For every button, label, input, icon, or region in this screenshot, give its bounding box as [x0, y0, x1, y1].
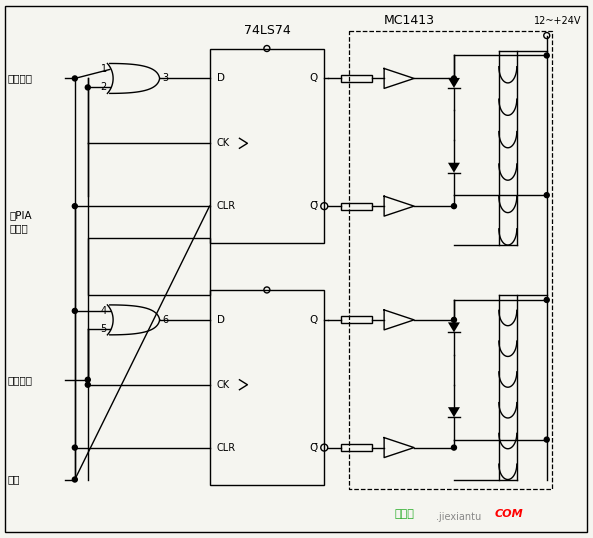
Text: D: D [216, 74, 225, 83]
Text: 6: 6 [162, 315, 169, 325]
Circle shape [544, 193, 549, 197]
Text: CLR: CLR [216, 443, 235, 452]
Circle shape [544, 298, 549, 302]
Text: 方向控制: 方向控制 [8, 74, 33, 83]
Circle shape [451, 445, 457, 450]
Text: 3: 3 [162, 74, 169, 83]
Circle shape [72, 308, 77, 314]
Text: CLR: CLR [216, 201, 235, 211]
Text: .jiexiantu: .jiexiantu [436, 512, 482, 522]
Bar [341, 444, 372, 451]
Text: 的入口: 的入口 [10, 223, 28, 233]
Circle shape [451, 317, 457, 322]
Text: 4: 4 [101, 306, 107, 316]
Circle shape [85, 85, 90, 90]
Polygon shape [448, 162, 460, 173]
Text: Q̅: Q̅ [309, 201, 317, 211]
Circle shape [72, 204, 77, 209]
Text: 2: 2 [100, 82, 107, 93]
Circle shape [451, 204, 457, 209]
Text: 74LS74: 74LS74 [244, 24, 291, 37]
Circle shape [85, 377, 90, 382]
Circle shape [72, 477, 77, 482]
Bar [341, 75, 372, 82]
Circle shape [544, 53, 549, 58]
Circle shape [85, 382, 90, 387]
Text: D: D [216, 315, 225, 325]
Text: 至PIA: 至PIA [10, 210, 33, 220]
Polygon shape [448, 78, 460, 88]
Text: 极客圈: 极客圈 [394, 509, 414, 519]
Text: 12~+24V: 12~+24V [534, 16, 581, 26]
Bar [88, 238, 209, 295]
Bar [209, 290, 324, 485]
Bar [341, 316, 372, 323]
Text: 复位: 复位 [8, 475, 21, 485]
Text: CK: CK [216, 138, 229, 148]
Circle shape [72, 445, 77, 450]
Bar [341, 203, 372, 210]
Text: 1: 1 [101, 65, 107, 74]
Text: 驱动脉冲: 驱动脉冲 [8, 375, 33, 385]
Bar [209, 48, 324, 243]
Polygon shape [448, 407, 460, 417]
Text: 5: 5 [100, 324, 107, 334]
Text: COM: COM [495, 509, 523, 519]
Text: MC1413: MC1413 [384, 14, 435, 27]
Polygon shape [448, 322, 460, 332]
Text: Q: Q [309, 74, 317, 83]
Circle shape [544, 437, 549, 442]
Text: Q̅: Q̅ [309, 443, 317, 452]
Text: Q: Q [309, 315, 317, 325]
Text: CK: CK [216, 380, 229, 390]
Circle shape [72, 76, 77, 81]
Circle shape [451, 76, 457, 81]
